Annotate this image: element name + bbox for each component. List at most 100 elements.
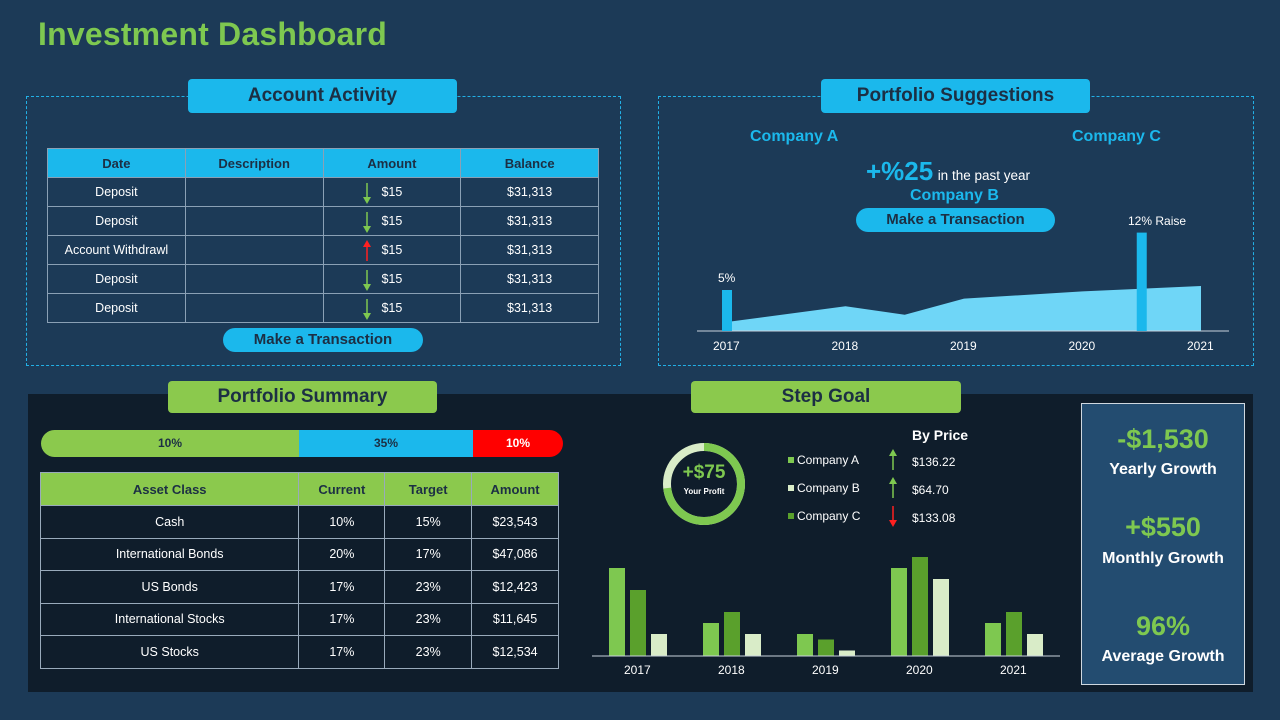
growth-text: in the past year [937,168,1030,183]
area-series [727,286,1201,331]
arrow-up-icon [362,240,371,261]
allocation-segment-2: 35% [299,430,473,457]
amount-value: $15 [381,301,403,315]
by-price-label: By Price [912,427,969,443]
legend-label: Company C [797,509,861,523]
legend-item: Company A [788,453,859,467]
x-tick-label: 2018 [718,663,745,677]
average-growth-value: 96% [1135,611,1191,641]
trend-down-icon [889,506,897,527]
legend-label: Company B [797,481,860,495]
growth-headline: +%25 in the past year [866,156,1030,187]
legend-swatch [788,513,794,519]
table-row: International Stocks 17% 23% $11,645 [39,602,559,636]
allocation-segment-1: 10% [41,430,299,457]
cell-date: Deposit [47,264,186,294]
bar-company-b-2020 [912,557,928,656]
raise-label: 12% Raise [1128,214,1187,228]
col-amount: Amount [471,472,559,506]
x-tick-label: 2021 [1000,663,1027,677]
bar-company-c-2019 [839,650,855,656]
table-row: International Bonds 20% 17% $47,086 [39,537,559,571]
legend-swatch [788,457,794,463]
company-a-label: Company A [750,128,839,145]
growth-value: +%25 [866,156,934,186]
cell-asset-class: US Bonds [39,570,300,604]
yearly-growth-label: Yearly Growth [1109,461,1217,478]
table-row: Deposit $15 $31,313 [47,264,599,294]
x-tick-label: 2019 [812,663,839,677]
arrow-down-icon [362,183,371,204]
col-target: Target [384,472,473,506]
x-tick-label: 2019 [950,339,977,353]
account-activity-heading: Account Activity [188,79,457,113]
allocation-segment-3: 10% [473,430,563,457]
bar-company-b-2021 [1006,612,1022,656]
cell-current: 17% [298,635,386,669]
cell-description [184,206,324,236]
cell-current: 17% [298,602,386,636]
amount-value: $15 [381,243,403,257]
legend-label: Company A [797,453,860,467]
company-c-label: Company C [1072,128,1161,145]
x-tick-label: 2021 [1187,339,1214,353]
cell-date: Deposit [47,293,186,323]
bar-company-c-2018 [745,634,761,656]
table-row: Deposit $15 $31,313 [47,177,599,207]
ring-label: Your Profit [683,487,725,496]
cell-target: 23% [384,635,473,669]
cell-asset-class: International Stocks [39,602,300,636]
price-value: $64.70 [912,483,949,497]
legend-swatch [788,485,794,491]
asset-class-table: Asset Class Current Target Amount Cash 10… [39,472,559,669]
step-goal-heading: Step Goal [691,381,961,413]
x-tick-label: 2020 [1068,339,1096,353]
price-value: $133.08 [912,511,956,525]
bar-company-b-2018 [724,612,740,656]
amount-value: $15 [381,272,403,286]
x-tick-label: 2020 [906,663,933,677]
bar-company-c-2017 [651,634,667,656]
cell-balance: $31,313 [460,293,599,323]
average-growth-label: Average Growth [1101,648,1225,665]
make-transaction-button[interactable]: Make a Transaction [223,328,423,352]
bar-company-a-2020 [891,568,907,656]
table-row: Account Withdrawl $15 $31,313 [47,235,599,265]
cell-amount: $15 [322,235,462,265]
cell-balance: $31,313 [460,264,599,294]
bar-company-a-2019 [797,634,813,656]
cell-amount: $11,645 [471,602,559,636]
legend-item: Company C [788,509,860,523]
growth-summary-box: -$1,530 Yearly Growth +$550 Monthly Grow… [1081,403,1245,685]
x-tick-label: 2018 [831,339,859,353]
yearly-growth-value: -$1,530 [1117,424,1209,454]
col-amount: Amount [322,148,462,178]
cell-asset-class: US Stocks [39,635,300,669]
cell-target: 23% [384,602,473,636]
table-row: Deposit $15 $31,313 [47,293,599,323]
col-asset-class: Asset Class [39,472,300,506]
bar-company-b-2019 [818,639,834,656]
monthly-growth-value: +$550 [1125,512,1201,542]
low-label: 5% [718,271,736,285]
account-activity-table: Date Description Amount Balance Deposit $… [47,148,599,323]
portfolio-suggestions-heading: Portfolio Suggestions [821,79,1090,113]
highlight-bar [722,290,732,331]
amount-value: $15 [381,185,403,199]
x-tick-label: 2017 [624,663,651,677]
trend-up-icon [889,449,897,470]
make-transaction-button-2[interactable]: Make a Transaction [856,208,1055,232]
cell-amount: $15 [322,293,462,323]
arrow-down-icon [362,212,371,233]
bar-company-c-2020 [933,579,949,656]
bar-company-b-2017 [630,590,646,656]
legend-item: Company B [788,481,860,495]
cell-description [184,293,324,323]
table-row: US Stocks 17% 23% $12,534 [39,635,559,669]
amount-value: $15 [381,214,403,228]
company-b-label: Company B [910,187,999,204]
cell-current: 17% [298,570,386,604]
bar-company-c-2021 [1027,634,1043,656]
